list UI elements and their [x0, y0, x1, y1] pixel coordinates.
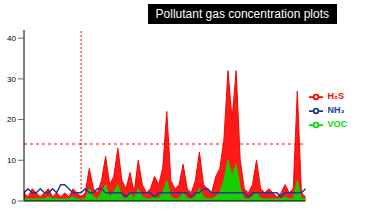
svg-text:0: 0	[12, 197, 17, 206]
html-text:VOC: VOC	[327, 118, 347, 129]
svg-text:30: 30	[8, 75, 17, 84]
svg-text:40: 40	[8, 34, 17, 43]
html-text:NH₃: NH₃	[327, 104, 345, 115]
html-text:H₂S: H₂S	[327, 90, 344, 101]
html-text:Pollutant gas concentration pl: Pollutant gas concentration plots	[155, 7, 329, 21]
svg-text:20: 20	[8, 115, 17, 124]
svg-text:10: 10	[8, 156, 17, 165]
